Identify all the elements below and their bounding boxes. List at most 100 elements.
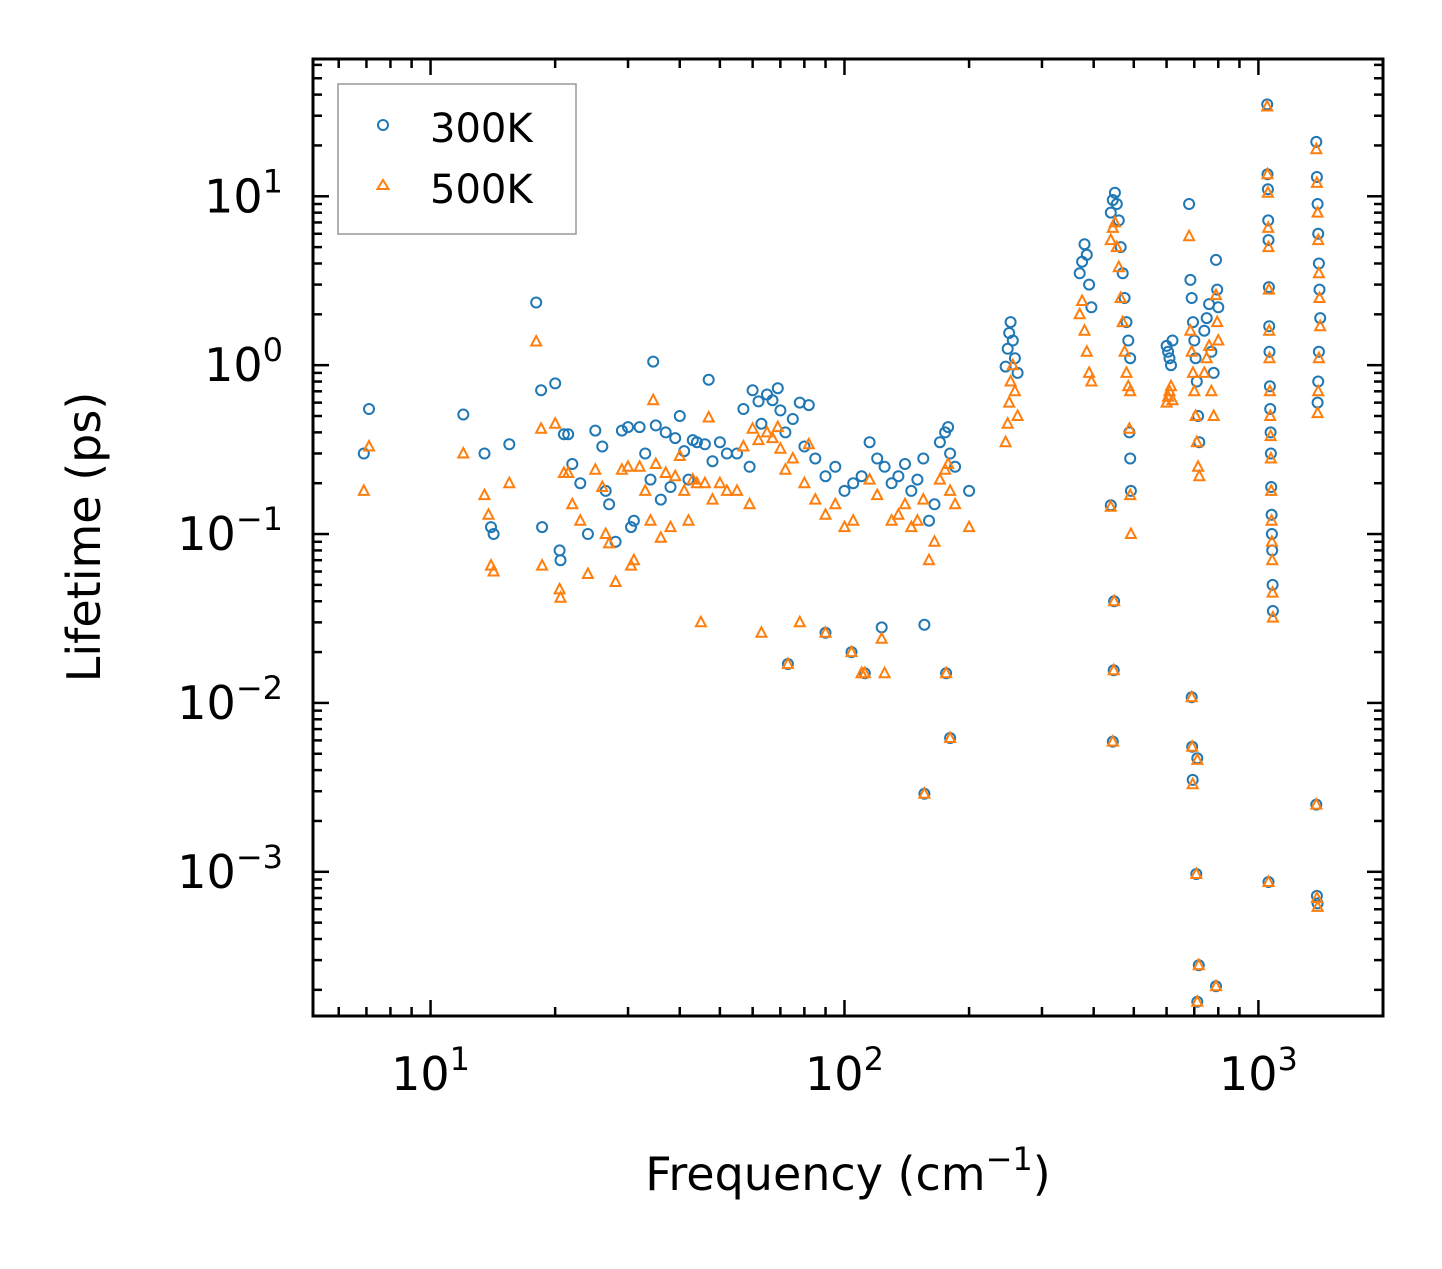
point-500K: [1073, 306, 1087, 320]
point-500K: [690, 475, 704, 489]
point-500K: [1204, 383, 1219, 397]
point-300K: [752, 395, 765, 408]
point-300K: [963, 484, 976, 497]
point-500K: [1191, 459, 1205, 472]
point-300K: [1001, 342, 1014, 355]
point-500K: [1311, 383, 1325, 397]
point-500K: [698, 475, 712, 489]
point-500K: [837, 519, 852, 533]
point-300K: [755, 417, 768, 430]
point-300K: [847, 477, 860, 490]
legend: 300K 500K: [337, 83, 577, 235]
point-500K: [627, 552, 641, 566]
point-500K: [742, 496, 757, 510]
point-300K: [654, 493, 667, 506]
point-500K: [1312, 265, 1326, 279]
point-300K: [581, 528, 594, 540]
point-500K: [884, 513, 899, 526]
point-500K: [808, 491, 822, 505]
point-300K: [1264, 447, 1277, 460]
point-500K: [1261, 220, 1275, 233]
point-500K: [1260, 98, 1274, 112]
point-500K: [730, 483, 744, 496]
point-500K: [668, 468, 682, 482]
point-300K: [566, 458, 579, 470]
point-300K: [1188, 334, 1201, 347]
point-300K: [647, 355, 660, 368]
point-300K: [530, 296, 543, 309]
point-500K: [1263, 383, 1277, 397]
point-300K: [1184, 273, 1197, 286]
point-500K: [898, 496, 912, 510]
point-500K: [927, 534, 942, 547]
point-300K: [911, 473, 924, 486]
y-tick-label: 100: [204, 331, 283, 392]
legend-marker-300k: [377, 119, 389, 131]
point-500K: [632, 459, 647, 472]
point-500K: [1124, 526, 1138, 539]
point-500K: [1122, 421, 1137, 434]
point-300K: [1006, 334, 1019, 347]
point-500K: [1084, 373, 1099, 387]
point-500K: [1310, 175, 1324, 188]
point-500K: [1003, 373, 1018, 387]
point-300K: [819, 470, 832, 483]
point-500K: [602, 535, 616, 549]
point-500K: [588, 462, 602, 475]
point-300K: [918, 618, 931, 631]
point-500K: [943, 483, 957, 496]
point-500K: [649, 456, 663, 469]
point-300K: [1085, 301, 1098, 314]
point-500K: [581, 566, 595, 579]
point-500K: [553, 590, 568, 603]
point-500K: [1210, 314, 1224, 328]
point-300K: [669, 432, 682, 445]
point-500K: [1001, 416, 1015, 429]
point-300K: [478, 447, 491, 460]
point-500K: [933, 471, 947, 485]
point-500K: [844, 644, 859, 658]
point-500K: [745, 421, 760, 434]
point-300K: [690, 436, 703, 449]
point-300K: [1165, 359, 1177, 372]
point-500K: [1108, 214, 1122, 228]
point-300K: [589, 424, 602, 437]
point-300K: [673, 410, 686, 422]
point-300K: [1310, 135, 1323, 148]
point-300K: [892, 470, 905, 483]
point-500K: [1197, 365, 1211, 378]
point-500K: [818, 507, 833, 520]
point-300K: [625, 521, 637, 534]
point-500K: [948, 496, 962, 510]
point-300K: [779, 426, 792, 439]
point-500K: [702, 409, 716, 423]
point-300K: [928, 498, 941, 511]
point-300K: [899, 458, 911, 470]
point-300K: [1264, 426, 1277, 439]
point-300K: [1166, 334, 1179, 347]
point-500K: [654, 530, 668, 543]
point-300K: [933, 436, 946, 449]
point-500K: [720, 483, 734, 496]
point-500K: [502, 475, 516, 489]
point-300K: [615, 424, 628, 437]
point-300K: [1185, 292, 1198, 304]
point-500K: [659, 465, 673, 478]
legend-label-300k: 300K: [430, 106, 534, 152]
point-500K: [891, 507, 906, 520]
point-500K: [917, 786, 932, 799]
point-500K: [773, 441, 788, 454]
point-500K: [751, 432, 766, 446]
point-300K: [1163, 352, 1176, 365]
x-tick-label: 102: [805, 1040, 884, 1101]
point-300K: [1264, 403, 1277, 415]
point-500K: [1006, 357, 1020, 371]
x-tick-label: 101: [391, 1040, 470, 1101]
point-300K: [553, 544, 566, 557]
point-300K: [838, 484, 851, 497]
point-500K: [362, 438, 376, 452]
point-300K: [878, 460, 891, 473]
point-300K: [766, 394, 779, 407]
series-500K: [357, 98, 1327, 1007]
